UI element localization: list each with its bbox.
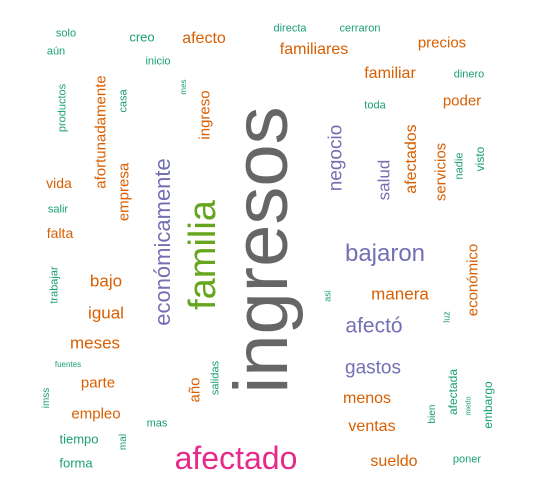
cloud-word: afectó <box>345 314 403 338</box>
cloud-word: ingresos <box>219 106 304 394</box>
cloud-word: precios <box>417 34 467 52</box>
cloud-word: casa <box>117 89 130 113</box>
cloud-word: productos <box>56 83 69 133</box>
cloud-word: ventas <box>348 418 396 435</box>
cloud-word: bajaron <box>344 240 426 267</box>
cloud-word: familiares <box>279 41 349 58</box>
cloud-word: meses <box>69 333 121 353</box>
cloud-word: gastos <box>345 357 401 379</box>
cloud-word: toda <box>364 99 386 112</box>
cloud-word: visto <box>473 146 487 172</box>
cloud-word: ingreso <box>196 90 214 140</box>
cloud-word: falta <box>46 225 74 241</box>
cloud-word: forma <box>59 455 93 471</box>
cloud-word: afectada <box>446 368 460 416</box>
cloud-word: afectados <box>403 124 420 194</box>
cloud-word: mal <box>118 433 129 451</box>
cloud-word: salud <box>374 159 394 201</box>
cloud-word: poder <box>442 92 482 110</box>
cloud-word: nadie <box>453 152 466 180</box>
cloud-word: directa <box>273 22 307 35</box>
cloud-word: empresa <box>115 162 133 222</box>
cloud-word: bien <box>427 404 438 424</box>
cloud-word: afortunadamente <box>92 75 110 189</box>
cloud-word: embargo <box>481 381 495 429</box>
cloud-word: creo <box>129 29 155 45</box>
cloud-word: económico <box>464 243 482 317</box>
cloud-word: fuentes <box>54 360 82 369</box>
cloud-word: familia <box>182 200 224 310</box>
cloud-word: económicamente <box>150 158 175 326</box>
cloud-word: asi <box>322 290 333 302</box>
cloud-word: mes <box>179 79 188 95</box>
cloud-word: cerraron <box>339 22 381 35</box>
cloud-word: tiempo <box>59 431 99 447</box>
cloud-word: año <box>186 377 204 403</box>
cloud-word: salidas <box>209 360 222 396</box>
cloud-word: afecto <box>182 30 226 47</box>
cloud-word: miedo <box>465 396 473 416</box>
cloud-word: luz <box>441 311 452 323</box>
cloud-word: igual <box>88 303 124 323</box>
cloud-word: trabajar <box>48 266 61 304</box>
cloud-word: parte <box>80 374 116 392</box>
cloud-word: sueldo <box>370 453 418 470</box>
cloud-word: dinero <box>453 68 485 81</box>
cloud-word: inicio <box>145 55 171 68</box>
cloud-word: salir <box>47 203 69 216</box>
cloud-word: mas <box>146 417 168 430</box>
cloud-word: solo <box>55 27 77 40</box>
cloud-word: afectado <box>174 440 298 476</box>
cloud-word: menos <box>342 390 392 407</box>
cloud-word: manera <box>371 284 429 304</box>
cloud-word: servicios <box>432 142 450 202</box>
cloud-word: familiar <box>364 65 416 82</box>
cloud-word: empleo <box>71 405 121 423</box>
cloud-word: poner <box>452 453 482 466</box>
cloud-word: vida <box>46 175 72 191</box>
cloud-word: imss <box>41 387 52 409</box>
cloud-word: negocio <box>325 124 347 192</box>
cloud-word: bajo <box>89 271 123 291</box>
cloud-word: aún <box>46 45 66 58</box>
